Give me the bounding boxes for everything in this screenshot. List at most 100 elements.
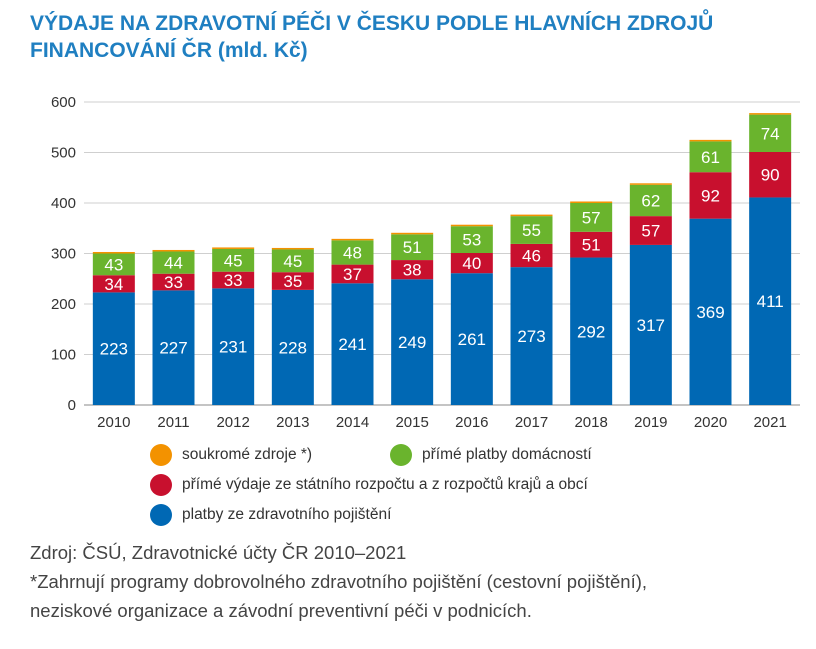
bar-value-label: 46: [522, 247, 541, 266]
bar-segment: [450, 226, 493, 253]
x-tick-label: 2010: [97, 414, 130, 431]
x-tick-label: 2012: [216, 414, 249, 431]
legend-label-state: přímé výdaje ze státního rozpočtu a z ro…: [182, 476, 588, 493]
x-tick-label: 2021: [753, 414, 786, 431]
bar-value-label: 241: [338, 335, 366, 354]
x-tick-label: 2019: [634, 414, 667, 431]
source-line-3: neziskové organizace a závodní preventiv…: [30, 600, 532, 621]
bar-segment: [689, 139, 732, 142]
y-tick-label: 500: [51, 145, 76, 162]
bar-segment: [570, 231, 613, 258]
bar-value-label: 62: [641, 191, 660, 210]
bar-segment: [450, 273, 493, 405]
source-note: Zdroj: ČSÚ, Zdravotnické účty ČR 2010–20…: [30, 538, 810, 625]
y-tick-label: 600: [51, 94, 76, 111]
bar-value-label: 231: [219, 338, 247, 357]
bar-segment: [212, 288, 255, 405]
x-tick-label: 2017: [515, 414, 548, 431]
bar-value-label: 44: [164, 254, 183, 273]
y-tick-label: 200: [51, 296, 76, 313]
legend-label-households: přímé platby domácností: [422, 446, 592, 463]
bar-segment: [152, 290, 195, 405]
chart-title: VÝDAJE NA ZDRAVOTNÍ PÉČI V ČESKU PODLE H…: [30, 10, 800, 64]
bar-segment: [570, 201, 613, 203]
bars: 2233443227334423133452283545241374824938…: [92, 113, 792, 405]
bar-segment: [92, 292, 135, 405]
bar-value-label: 45: [283, 252, 302, 271]
bar-segment: [331, 264, 374, 284]
bar-value-label: 369: [696, 303, 724, 322]
bar-value-label: 55: [522, 221, 541, 240]
bar-segment: [570, 203, 613, 232]
y-tick-label: 0: [68, 397, 76, 414]
legend-item-insurance: platby ze zdravotního pojištění: [150, 504, 391, 526]
bar-segment: [629, 216, 672, 245]
bar-value-label: 249: [398, 333, 426, 352]
bar-value-label: 90: [761, 166, 780, 185]
bar-segment: [391, 279, 434, 405]
y-tick-label: 400: [51, 195, 76, 212]
legend-dot-red: [150, 474, 172, 496]
bar-segment: [92, 253, 135, 276]
legend-item-households: přímé platby domácností: [390, 444, 592, 466]
bar-segment: [689, 141, 732, 173]
legend-label-insurance: platby ze zdravotního pojištění: [182, 506, 392, 523]
bar-value-label: 292: [577, 322, 605, 341]
bar-segment: [331, 283, 374, 405]
bar-segment: [510, 243, 553, 268]
bar-segment: [749, 114, 792, 152]
bar-segment: [271, 289, 314, 405]
bar-value-label: 261: [458, 330, 486, 349]
bar-segment: [271, 272, 314, 290]
legend-dot-green: [390, 444, 412, 466]
x-tick-label: 2018: [574, 414, 607, 431]
bar-value-label: 57: [582, 208, 601, 227]
y-tick-label: 100: [51, 347, 76, 364]
bar-segment: [152, 249, 195, 252]
bar-segment: [510, 214, 553, 217]
bar-value-label: 37: [343, 265, 362, 284]
bar-value-label: 34: [104, 275, 123, 294]
bar-value-label: 38: [403, 261, 422, 280]
legend-dot-orange: [150, 444, 172, 466]
bar-segment: [152, 273, 195, 291]
bar-segment: [391, 232, 434, 235]
x-tick-label: 2013: [276, 414, 309, 431]
bar-value-label: 51: [582, 236, 601, 255]
bar-segment: [152, 251, 195, 274]
bar-value-label: 48: [343, 243, 362, 262]
bar-segment: [510, 267, 553, 405]
x-tick-label: 2016: [455, 414, 488, 431]
x-tick-label: 2011: [157, 414, 189, 431]
bar-value-label: 43: [104, 255, 123, 274]
title-line-1: VÝDAJE NA ZDRAVOTNÍ PÉČI V ČESKU PODLE H…: [30, 12, 714, 35]
legend-item-private: soukromé zdroje *): [150, 444, 312, 466]
bar-value-label: 57: [641, 222, 660, 241]
bar-value-label: 33: [224, 271, 243, 290]
bar-segment: [689, 218, 732, 405]
bar-segment: [212, 248, 255, 272]
bar-segment: [749, 151, 792, 198]
bar-segment: [689, 172, 732, 219]
x-tick-label: 2015: [395, 414, 428, 431]
bar-value-label: 411: [757, 292, 784, 311]
y-tick-label: 300: [51, 246, 76, 263]
bar-value-label: 227: [159, 339, 187, 358]
bar-segment: [749, 113, 792, 115]
legend-label-private: soukromé zdroje *): [182, 446, 313, 463]
x-axis-ticks: 2010 2011 2012 2013 2014 2015 2016 2017 2018 2019…: [97, 414, 787, 431]
bar-segment: [212, 271, 255, 289]
bar-value-label: 61: [701, 148, 720, 167]
bar-value-label: 35: [283, 272, 302, 291]
bar-segment: [92, 275, 135, 293]
bar-segment: [629, 244, 672, 405]
y-axis-ticks: 0 100 200 300 400 500 600: [51, 94, 76, 414]
bar-segment: [271, 247, 314, 250]
source-line-2: *Zahrnují programy dobrovolného zdravotn…: [30, 571, 648, 592]
bar-segment: [570, 257, 613, 405]
bar-value-label: 53: [462, 231, 481, 250]
bar-segment: [629, 184, 672, 217]
bar-segment: [271, 249, 314, 273]
legend-item-state: přímé výdaje ze státního rozpočtu a z ro…: [150, 474, 588, 496]
